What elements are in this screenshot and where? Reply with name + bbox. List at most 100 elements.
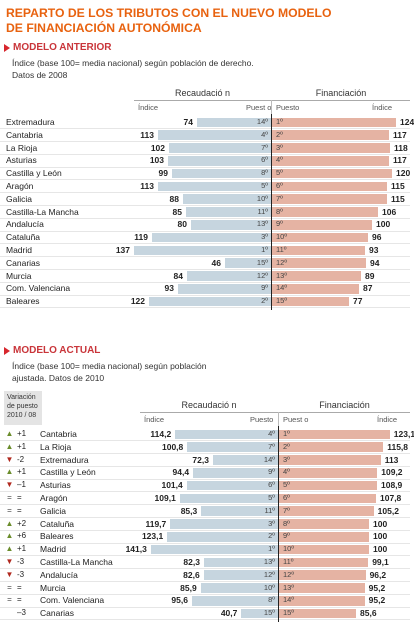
arrow-down-icon: ▼ [5,480,14,490]
row-divider [0,465,410,467]
row-divider [0,581,410,583]
section-actual-title: MODELO ACTUAL [4,345,100,356]
financiacion-puesto: 10º [283,544,295,554]
actual-group-recaudacion: Recaudació n [140,399,278,413]
variation-cell: ▼ -2 [5,454,25,467]
recaudacion-index: 72,3 [192,454,209,465]
region-name: Madrid [6,245,32,255]
recaudacion-bar [175,429,278,440]
equal-icon: = [7,493,12,502]
table-row: ▼ –1 Asturias 101,4 6º 5º 108,9 [0,479,414,493]
region-name: Castilla-La Mancha [6,206,79,217]
main-title-line1: REPARTO DE LOS TRIBUTOS CON EL NUEVO MOD… [6,6,332,20]
anterior-subtitle-line2: Datos de 2008 [12,70,68,80]
region-name: Canarias [6,257,41,268]
recaudacion-bar [200,583,278,593]
anterior-col-indice-rec: Índice [138,103,159,112]
financiacion-puesto: 6º [283,493,290,502]
section-marker-icon [4,43,10,52]
row-divider [0,217,410,219]
financiacion-puesto: 14º [283,595,295,605]
recaudacion-puesto: 6º [268,480,275,490]
recaudacion-puesto: 11º [257,206,268,216]
financiacion-puesto: 7º [276,193,283,203]
financiacion-bar [279,544,369,555]
recaudacion-index: 123,1 [141,531,164,542]
recaudacion-index: 122 [130,296,145,307]
table-row: ▲ +1 Castilla y León 94,4 9º 4º 109,2 [0,466,414,480]
variation-value: -3 [17,569,25,579]
financiacion-index: 77 [353,296,363,307]
table-row: = = Murcia 85,9 10º 13º 95,2 [0,582,414,595]
variation-cell: ▲ +1 [5,543,27,556]
financiacion-index: 96 [372,232,382,243]
region-name: Cantabria [6,129,43,140]
recaudacion-index: 93 [164,283,174,294]
region-name: Galicia [40,505,66,516]
table-row: ▼ -3 Andalucía 82,6 12º 12º 96,2 [0,569,414,583]
financiacion-index: 100 [373,531,388,542]
region-name: La Rioja [40,441,72,452]
financiacion-puesto: 6º [276,181,283,190]
recaudacion-bar [170,519,278,529]
financiacion-index: 105,2 [377,505,399,516]
recaudacion-puesto: 4º [261,129,268,139]
region-name: Castilla y León [6,168,62,179]
variation-header-line1: Variación [7,394,36,401]
recaudacion-bar [212,455,278,465]
table-row: ▼ -3 Castilla-La Mancha 82,3 13º 11º 99,1 [0,556,414,570]
row-divider [0,504,410,506]
financiacion-index: 85,6 [360,608,377,619]
table-row: ▲ +1 La Rioja 100,8 7º 2º 115,8 [0,441,414,455]
section-actual-label: MODELO ACTUAL [13,345,101,356]
financiacion-index: 94 [370,257,380,268]
row-divider [0,128,410,130]
variation-cell: ▼ -3 [5,556,25,569]
recaudacion-puesto: 10º [256,193,268,203]
financiacion-puesto: 5º [276,168,283,178]
table-row: Baleares 122 2º 15º 77 [0,295,414,309]
arrow-up-icon: ▲ [5,518,14,528]
financiacion-puesto: 2º [283,441,290,451]
recaudacion-bar [241,608,278,619]
row-divider [0,453,410,455]
table-row: Andalucía 80 13º 9º 100 [0,218,414,232]
recaudacion-index: 94,4 [172,467,190,478]
financiacion-index: 115 [391,193,405,204]
financiacion-bar [279,595,365,606]
financiacion-bar [279,455,381,465]
variation-header: Variación de puesto 2010 / 08 [4,391,42,425]
table-row: = = Aragón 109,1 5º 6º 107,8 [0,492,414,506]
table-row: ▲ +2 Cataluña 119,7 3º 8º 100 [0,518,414,531]
variation-cell: –3 [5,607,26,620]
financiacion-bar [279,442,384,452]
recaudacion-bar [203,570,278,580]
recaudacion-puesto: 14º [263,454,275,464]
financiacion-index: 100 [376,219,391,230]
financiacion-puesto: 9º [283,531,290,541]
recaudacion-bar [187,271,271,281]
financiacion-index: 109,2 [381,467,403,478]
region-name: Extremadura [40,454,89,465]
recaudacion-bar [172,168,271,179]
financiacion-puesto: 15º [276,296,288,306]
variation-header-line2: de puesto [7,403,38,410]
row-divider [0,440,410,442]
recaudacion-puesto: 15º [256,257,268,267]
recaudacion-index: 40,7 [220,608,238,619]
recaudacion-puesto: 7º [268,441,275,451]
financiacion-index: 89 [365,270,375,281]
row-divider [0,294,410,296]
financiacion-index: 117 [393,155,407,166]
recaudacion-index: 113 [140,181,154,191]
variation-value: –1 [17,480,26,490]
row-divider [0,269,410,271]
financiacion-index: 115,8 [387,441,409,452]
region-name: Cataluña [40,518,75,529]
table-row: Castilla y León 99 8º 5º 120 [0,167,414,181]
financiacion-index: 100 [373,518,388,529]
financiacion-puesto: 14º [276,283,288,293]
variation-cell: ▲ +2 [5,518,27,531]
financiacion-puesto: 3º [276,142,283,152]
recaudacion-index: 82,6 [183,569,200,580]
